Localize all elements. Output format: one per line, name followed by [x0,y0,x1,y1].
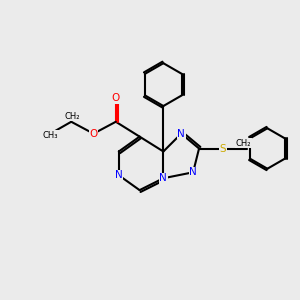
Text: CH₂: CH₂ [65,112,80,121]
Text: N: N [160,173,167,183]
Text: S: S [220,143,226,154]
Text: N: N [177,129,185,139]
Text: N: N [115,170,123,180]
Text: CH₂: CH₂ [236,139,251,148]
Text: O: O [89,129,98,139]
Text: O: O [112,93,120,103]
Text: N: N [189,167,197,177]
Text: CH₃: CH₃ [43,130,58,140]
